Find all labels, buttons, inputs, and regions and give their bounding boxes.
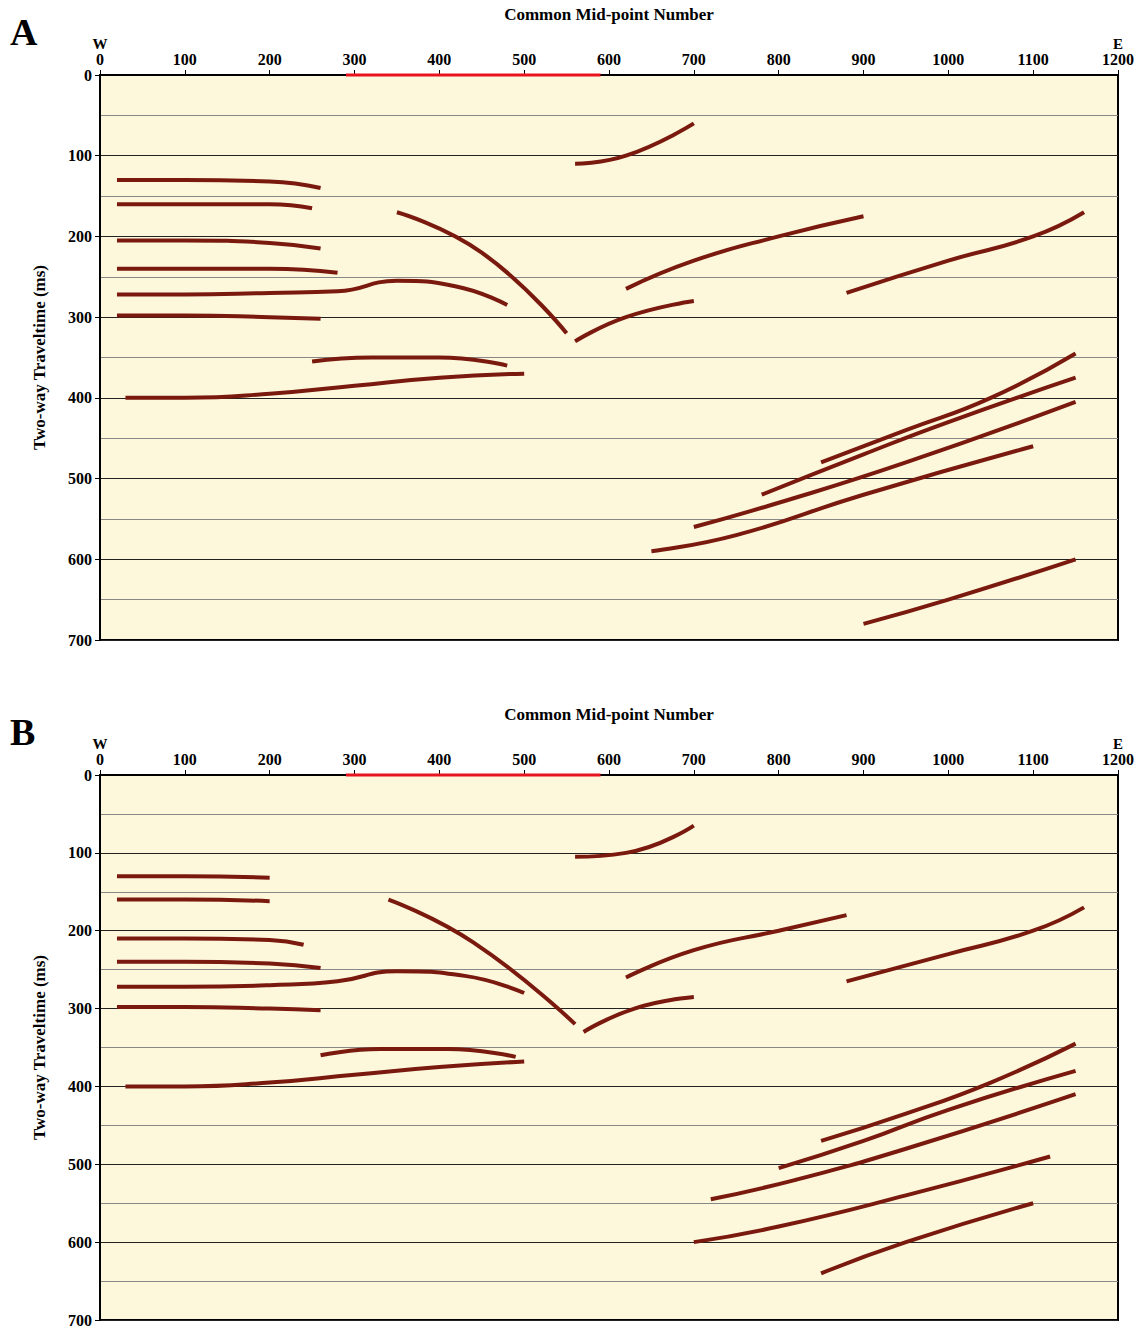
svg-text:300: 300 [343,751,367,768]
svg-text:900: 900 [852,51,876,68]
svg-text:E: E [1113,36,1123,52]
svg-text:Two-way Traveltime (ms): Two-way Traveltime (ms) [30,955,49,1140]
svg-text:700: 700 [68,632,92,649]
svg-text:300: 300 [68,1000,92,1017]
svg-text:600: 600 [68,1234,92,1251]
svg-text:700: 700 [682,51,706,68]
svg-text:400: 400 [427,751,451,768]
svg-text:A: A [10,11,38,53]
svg-text:E: E [1113,736,1123,752]
svg-text:200: 200 [258,751,282,768]
svg-text:1200: 1200 [1102,751,1134,768]
svg-text:100: 100 [68,844,92,861]
svg-text:1100: 1100 [1018,51,1049,68]
svg-text:600: 600 [597,51,621,68]
svg-text:300: 300 [68,309,92,326]
svg-text:1000: 1000 [932,51,964,68]
svg-text:800: 800 [767,751,791,768]
svg-text:900: 900 [852,751,876,768]
svg-text:Two-way Traveltime (ms): Two-way Traveltime (ms) [30,265,49,450]
svg-text:800: 800 [767,51,791,68]
svg-text:200: 200 [68,922,92,939]
svg-text:1000: 1000 [932,751,964,768]
svg-text:500: 500 [68,470,92,487]
svg-text:W: W [93,736,108,752]
svg-text:200: 200 [258,51,282,68]
svg-text:100: 100 [173,51,197,68]
svg-text:1200: 1200 [1102,51,1134,68]
svg-text:200: 200 [68,228,92,245]
svg-text:700: 700 [682,751,706,768]
svg-text:0: 0 [96,51,104,68]
svg-text:Common Mid-point Number: Common Mid-point Number [504,5,714,24]
svg-text:500: 500 [68,1156,92,1173]
svg-text:500: 500 [512,751,536,768]
svg-text:0: 0 [84,67,92,84]
svg-text:W: W [93,36,108,52]
svg-text:400: 400 [68,389,92,406]
svg-text:0: 0 [84,767,92,784]
svg-text:Common Mid-point Number: Common Mid-point Number [504,705,714,724]
svg-text:600: 600 [597,751,621,768]
svg-text:300: 300 [343,51,367,68]
svg-text:B: B [10,711,35,753]
svg-text:600: 600 [68,551,92,568]
svg-text:100: 100 [173,751,197,768]
svg-text:500: 500 [512,51,536,68]
svg-text:400: 400 [427,51,451,68]
svg-text:100: 100 [68,147,92,164]
svg-text:0: 0 [96,751,104,768]
svg-text:400: 400 [68,1078,92,1095]
svg-text:700: 700 [68,1312,92,1329]
svg-text:1100: 1100 [1018,751,1049,768]
